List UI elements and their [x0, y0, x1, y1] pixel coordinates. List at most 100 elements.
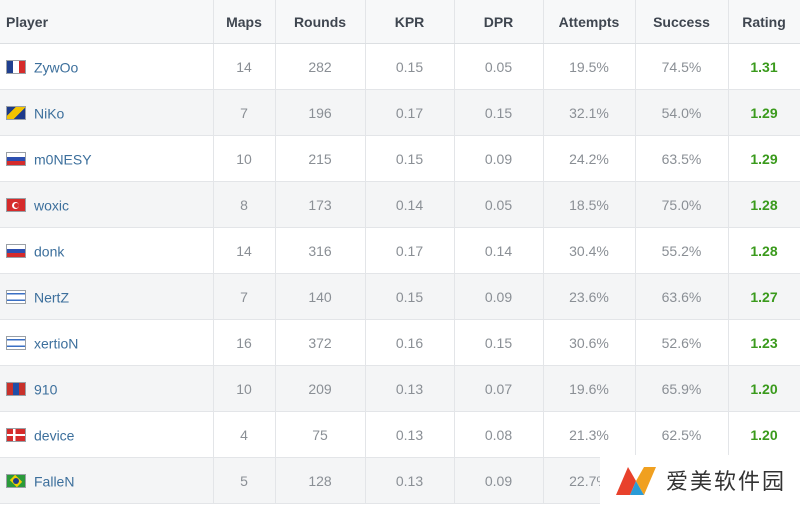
israel-flag-icon — [6, 336, 26, 351]
turkey-flag-icon — [6, 198, 26, 213]
player-cell: FalleN — [0, 457, 214, 504]
attempts-cell: 18.5% — [543, 181, 636, 228]
maps-cell: 14 — [213, 43, 276, 90]
rating-cell: 1.20 — [728, 411, 800, 458]
kpr-cell: 0.13 — [365, 365, 455, 412]
header-maps[interactable]: Maps — [213, 0, 276, 44]
dpr-cell: 0.05 — [454, 43, 544, 90]
player-name-link[interactable]: donk — [34, 243, 65, 260]
header-rating[interactable]: Rating — [728, 0, 800, 44]
player-name-link[interactable]: 910 — [34, 381, 58, 398]
rating-cell: 1.27 — [728, 273, 800, 320]
player-cell: xertioN — [0, 319, 214, 366]
header-player[interactable]: Player — [0, 0, 214, 44]
maps-cell: 7 — [213, 273, 276, 320]
dpr-cell: 0.09 — [454, 135, 544, 182]
kpr-cell: 0.13 — [365, 457, 455, 504]
dpr-cell: 0.08 — [454, 411, 544, 458]
player-name-link[interactable]: woxic — [34, 197, 70, 214]
success-cell: 63.5% — [635, 135, 729, 182]
kpr-cell: 0.13 — [365, 411, 455, 458]
rating-cell: 1.28 — [728, 227, 800, 274]
player-cell: m0NESY — [0, 135, 214, 182]
dpr-cell: 0.15 — [454, 89, 544, 136]
table-header-row: Player Maps Rounds KPR DPR Attempts Succ… — [0, 0, 800, 44]
header-success[interactable]: Success — [635, 0, 729, 44]
table-row: ZywOo 14 282 0.15 0.05 19.5% 74.5% 1.31 — [0, 43, 800, 90]
kpr-cell: 0.17 — [365, 89, 455, 136]
table-row: xertioN 16 372 0.16 0.15 30.6% 52.6% 1.23 — [0, 319, 800, 366]
attempts-cell: 32.1% — [543, 89, 636, 136]
dpr-cell: 0.09 — [454, 457, 544, 504]
rating-cell: 1.23 — [728, 319, 800, 366]
table-row: donk 14 316 0.17 0.14 30.4% 55.2% 1.28 — [0, 227, 800, 274]
rounds-cell: 128 — [275, 457, 366, 504]
attempts-cell: 19.6% — [543, 365, 636, 412]
table-row: 910 10 209 0.13 0.07 19.6% 65.9% 1.20 — [0, 365, 800, 412]
rounds-cell: 140 — [275, 273, 366, 320]
success-cell: 75.0% — [635, 181, 729, 228]
dpr-cell: 0.09 — [454, 273, 544, 320]
player-name-link[interactable]: NiKo — [34, 105, 65, 122]
success-cell: 55.2% — [635, 227, 729, 274]
rounds-cell: 75 — [275, 411, 366, 458]
table-row: woxic 8 173 0.14 0.05 18.5% 75.0% 1.28 — [0, 181, 800, 228]
success-cell: 63.6% — [635, 273, 729, 320]
rounds-cell: 209 — [275, 365, 366, 412]
watermark-logo-icon — [616, 467, 656, 495]
player-name-link[interactable]: FalleN — [34, 473, 75, 490]
kpr-cell: 0.16 — [365, 319, 455, 366]
header-dpr[interactable]: DPR — [454, 0, 544, 44]
attempts-cell: 30.6% — [543, 319, 636, 366]
player-name-link[interactable]: m0NESY — [34, 151, 92, 168]
russia-flag-icon — [6, 152, 26, 167]
maps-cell: 7 — [213, 89, 276, 136]
player-cell: ZywOo — [0, 43, 214, 90]
maps-cell: 14 — [213, 227, 276, 274]
rating-cell: 1.31 — [728, 43, 800, 90]
mongolia-flag-icon — [6, 382, 26, 397]
israel-flag-icon — [6, 290, 26, 305]
success-cell: 52.6% — [635, 319, 729, 366]
player-cell: woxic — [0, 181, 214, 228]
success-cell: 54.0% — [635, 89, 729, 136]
bosnia-flag-icon — [6, 106, 26, 121]
player-name-link[interactable]: device — [34, 427, 75, 444]
table-row: m0NESY 10 215 0.15 0.09 24.2% 63.5% 1.29 — [0, 135, 800, 182]
table-row: device 4 75 0.13 0.08 21.3% 62.5% 1.20 — [0, 411, 800, 458]
header-kpr[interactable]: KPR — [365, 0, 455, 44]
kpr-cell: 0.14 — [365, 181, 455, 228]
rounds-cell: 196 — [275, 89, 366, 136]
player-name-link[interactable]: ZywOo — [34, 59, 79, 76]
player-name-link[interactable]: xertioN — [34, 335, 79, 352]
maps-cell: 4 — [213, 411, 276, 458]
russia-flag-icon — [6, 244, 26, 259]
player-name-link[interactable]: NertZ — [34, 289, 69, 306]
kpr-cell: 0.15 — [365, 43, 455, 90]
dpr-cell: 0.05 — [454, 181, 544, 228]
rating-cell: 1.20 — [728, 365, 800, 412]
rounds-cell: 282 — [275, 43, 366, 90]
header-rounds[interactable]: Rounds — [275, 0, 366, 44]
kpr-cell: 0.17 — [365, 227, 455, 274]
attempts-cell: 23.6% — [543, 273, 636, 320]
watermark-text: 爱美软件园 — [666, 470, 787, 495]
player-cell: device — [0, 411, 214, 458]
rounds-cell: 372 — [275, 319, 366, 366]
rating-cell: 1.29 — [728, 89, 800, 136]
attempts-cell: 30.4% — [543, 227, 636, 274]
player-cell: 910 — [0, 365, 214, 412]
dpr-cell: 0.14 — [454, 227, 544, 274]
maps-cell: 8 — [213, 181, 276, 228]
attempts-cell: 21.3% — [543, 411, 636, 458]
header-attempts[interactable]: Attempts — [543, 0, 636, 44]
rounds-cell: 215 — [275, 135, 366, 182]
attempts-cell: 24.2% — [543, 135, 636, 182]
success-cell: 65.9% — [635, 365, 729, 412]
dpr-cell: 0.07 — [454, 365, 544, 412]
player-cell: NertZ — [0, 273, 214, 320]
maps-cell: 16 — [213, 319, 276, 366]
attempts-cell: 19.5% — [543, 43, 636, 90]
rating-cell: 1.28 — [728, 181, 800, 228]
